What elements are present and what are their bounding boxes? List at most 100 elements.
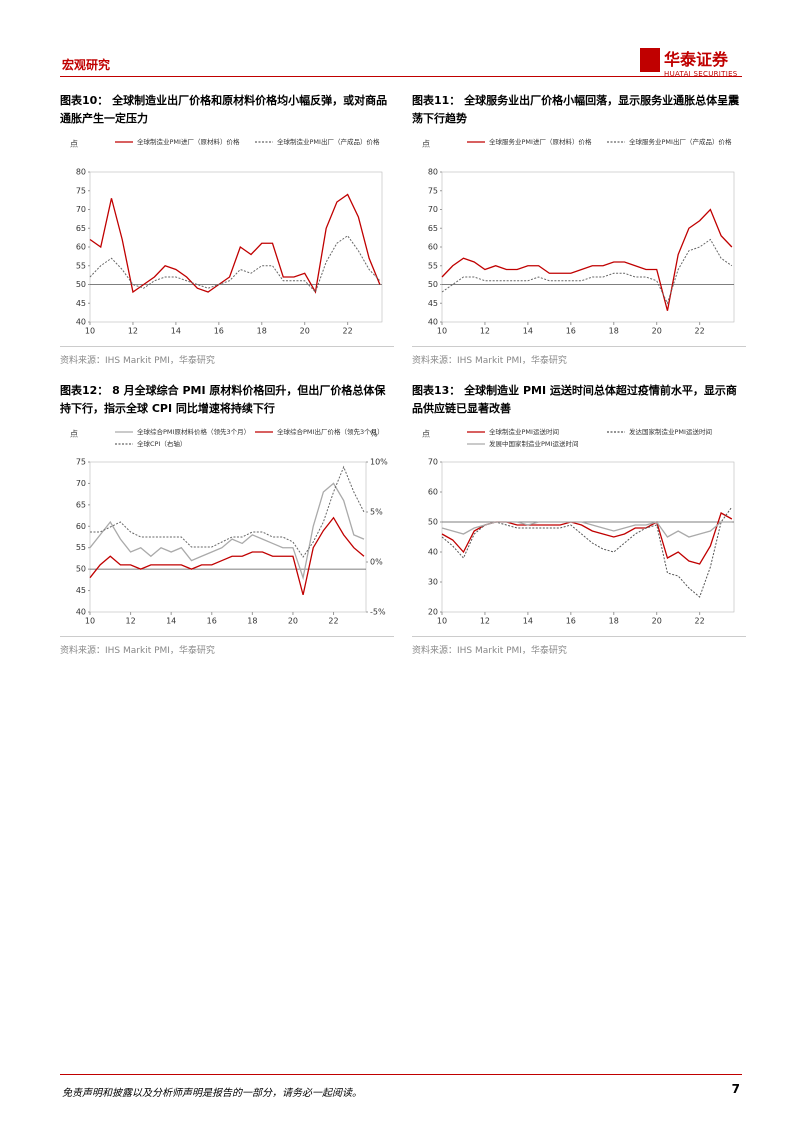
x-tick-label: 14 <box>171 327 181 336</box>
x-tick-label: 22 <box>695 617 705 626</box>
y-tick-label: 40 <box>76 318 86 327</box>
chart-panel: 图表13： 全球制造业 PMI 运送时间总体超过疫情前水平，显示商品供应链已显著… <box>412 382 746 656</box>
y-tick-label: 45 <box>76 299 86 308</box>
y2-tick-label: -5% <box>370 608 386 617</box>
y-tick-label: 30 <box>428 578 438 587</box>
legend-label: 全球综合PMI出厂价格（领先3个月） <box>277 427 384 436</box>
chart-caption: 图表13： 全球制造业 PMI 运送时间总体超过疫情前水平，显示商品供应链已显著… <box>412 384 737 415</box>
series-line <box>89 235 381 293</box>
y-axis-unit: 点 <box>422 140 430 149</box>
y-tick-label: 50 <box>428 280 438 289</box>
y-tick-label: 60 <box>428 243 438 252</box>
y-tick-label: 55 <box>76 261 86 270</box>
y-tick-label: 70 <box>76 479 86 488</box>
page-number: 7 <box>731 1082 740 1096</box>
chart: 点 % 40 45 50 55 60 65 70 75 -5% 0% 5% 10% 10 12 14 16 18 20… <box>70 427 388 626</box>
x-tick-label: 10 <box>85 617 95 626</box>
x-tick-label: 12 <box>125 617 135 626</box>
x-tick-label: 14 <box>166 617 176 626</box>
x-tick-label: 16 <box>566 327 576 336</box>
y-tick-label: 75 <box>428 186 438 195</box>
x-tick-label: 22 <box>328 617 338 626</box>
series-line <box>441 506 733 598</box>
x-tick-label: 14 <box>523 327 533 336</box>
plot-frame <box>441 171 735 323</box>
x-tick-label: 16 <box>207 617 217 626</box>
logo-text: 华泰证券 <box>664 50 729 69</box>
chart-panel: 图表12： 8 月全球综合 PMI 原材料价格回升，但出厂价格总体保持下行，指示… <box>60 382 394 656</box>
chart-source: 资料来源：IHS Markit PMI，华泰研究 <box>412 636 746 656</box>
y-tick-label: 50 <box>76 565 86 574</box>
x-tick-label: 20 <box>300 327 310 336</box>
x-tick-label: 22 <box>695 327 705 336</box>
series-line <box>441 521 732 538</box>
series-line <box>89 193 381 294</box>
logo-text-en: HUATAI SECURITIES <box>664 70 738 78</box>
legend-label: 全球制造业PMI进厂（原材料）价格 <box>137 137 240 146</box>
y-tick-label: 40 <box>428 318 438 327</box>
y-tick-label: 55 <box>76 543 86 552</box>
y-tick-label: 75 <box>76 458 86 467</box>
y-tick-label: 40 <box>76 608 86 617</box>
legend-label: 全球服务业PMI进厂（原材料）价格 <box>489 137 592 146</box>
y-tick-label: 70 <box>76 205 86 214</box>
logo-mark <box>640 48 660 72</box>
legend-label: 发达国家制造业PMI运送时间 <box>629 427 712 436</box>
x-tick-label: 12 <box>480 617 490 626</box>
legend-label: 全球CPI（右轴） <box>137 439 186 448</box>
x-tick-label: 12 <box>128 327 138 336</box>
chart: 点 40 45 50 55 60 65 70 75 80 10 12 14 16 18 20 22 全球制造业PM… <box>70 137 383 336</box>
logo: 华泰证券 HUATAI SECURITIES <box>640 46 750 78</box>
y-tick-label: 70 <box>428 458 438 467</box>
y-tick-label: 65 <box>76 500 86 509</box>
y-tick-label: 40 <box>428 548 438 557</box>
series-line <box>441 208 733 311</box>
series-line <box>90 465 365 558</box>
legend-label: 全球服务业PMI出厂（产成品）价格 <box>629 137 732 146</box>
x-tick-label: 18 <box>247 617 257 626</box>
y-tick-label: 75 <box>76 186 86 195</box>
y-tick-label: 70 <box>428 205 438 214</box>
y-tick-label: 60 <box>76 522 86 531</box>
y-tick-label: 50 <box>76 280 86 289</box>
y-tick-label: 80 <box>76 168 86 177</box>
x-tick-label: 16 <box>566 617 576 626</box>
chart: 点20304050607010 12 14 16 18 20 22全球制造业PMI运送时间发… <box>422 427 735 626</box>
y-tick-label: 50 <box>428 518 438 527</box>
chart-panel: 图表10： 全球制造业出厂价格和原材料价格均小幅反弹，或对商品通胀产生一定压力点… <box>60 92 394 366</box>
chart-source: 资料来源：IHS Markit PMI，华泰研究 <box>60 346 394 366</box>
chart-caption: 图表10： 全球制造业出厂价格和原材料价格均小幅反弹，或对商品通胀产生一定压力 <box>60 94 388 125</box>
x-tick-label: 20 <box>652 617 662 626</box>
y2-tick-label: 0% <box>370 558 383 567</box>
series-line <box>441 238 733 305</box>
y-tick-label: 45 <box>76 586 86 595</box>
x-tick-label: 20 <box>288 617 298 626</box>
chart-source: 资料来源：IHS Markit PMI，华泰研究 <box>60 636 394 656</box>
y2-tick-label: 5% <box>370 508 383 517</box>
disclaimer: 免责声明和披露以及分析师声明是报告的一部分，请务必一起阅读。 <box>62 1088 362 1099</box>
chart-source: 资料来源：IHS Markit PMI，华泰研究 <box>412 346 746 366</box>
x-tick-label: 20 <box>652 327 662 336</box>
y2-axis-unit: % <box>370 430 378 439</box>
x-tick-label: 10 <box>85 327 95 336</box>
y-axis-unit: 点 <box>70 430 78 439</box>
section-title: 宏观研究 <box>62 58 111 72</box>
y-tick-label: 60 <box>428 488 438 497</box>
legend-label: 全球制造业PMI出厂（产成品）价格 <box>277 137 380 146</box>
y-tick-label: 60 <box>76 243 86 252</box>
x-tick-label: 14 <box>523 617 533 626</box>
y-tick-label: 80 <box>428 168 438 177</box>
legend-label: 全球综合PMI原材料价格（领先3个月） <box>137 427 250 436</box>
footer-rule <box>60 1074 742 1075</box>
x-tick-label: 16 <box>214 327 224 336</box>
plot-frame <box>89 461 367 613</box>
x-tick-label: 12 <box>480 327 490 336</box>
chart-caption: 图表11： 全球服务业出厂价格小幅回落，显示服务业通胀总体呈震荡下行趋势 <box>412 94 740 125</box>
chart-caption: 图表12： 8 月全球综合 PMI 原材料价格回升，但出厂价格总体保持下行，指示… <box>60 384 386 415</box>
legend-label: 全球制造业PMI运送时间 <box>489 427 559 436</box>
x-tick-label: 10 <box>437 617 447 626</box>
chart-panel: 图表11： 全球服务业出厂价格小幅回落，显示服务业通胀总体呈震荡下行趋势点 40 4… <box>412 92 746 366</box>
x-tick-label: 18 <box>257 327 267 336</box>
chart: 点 40 45 50 55 60 65 70 75 80 10 12 14 16 18 20 22 全球服务业PM… <box>422 137 735 336</box>
series-line <box>89 482 365 581</box>
